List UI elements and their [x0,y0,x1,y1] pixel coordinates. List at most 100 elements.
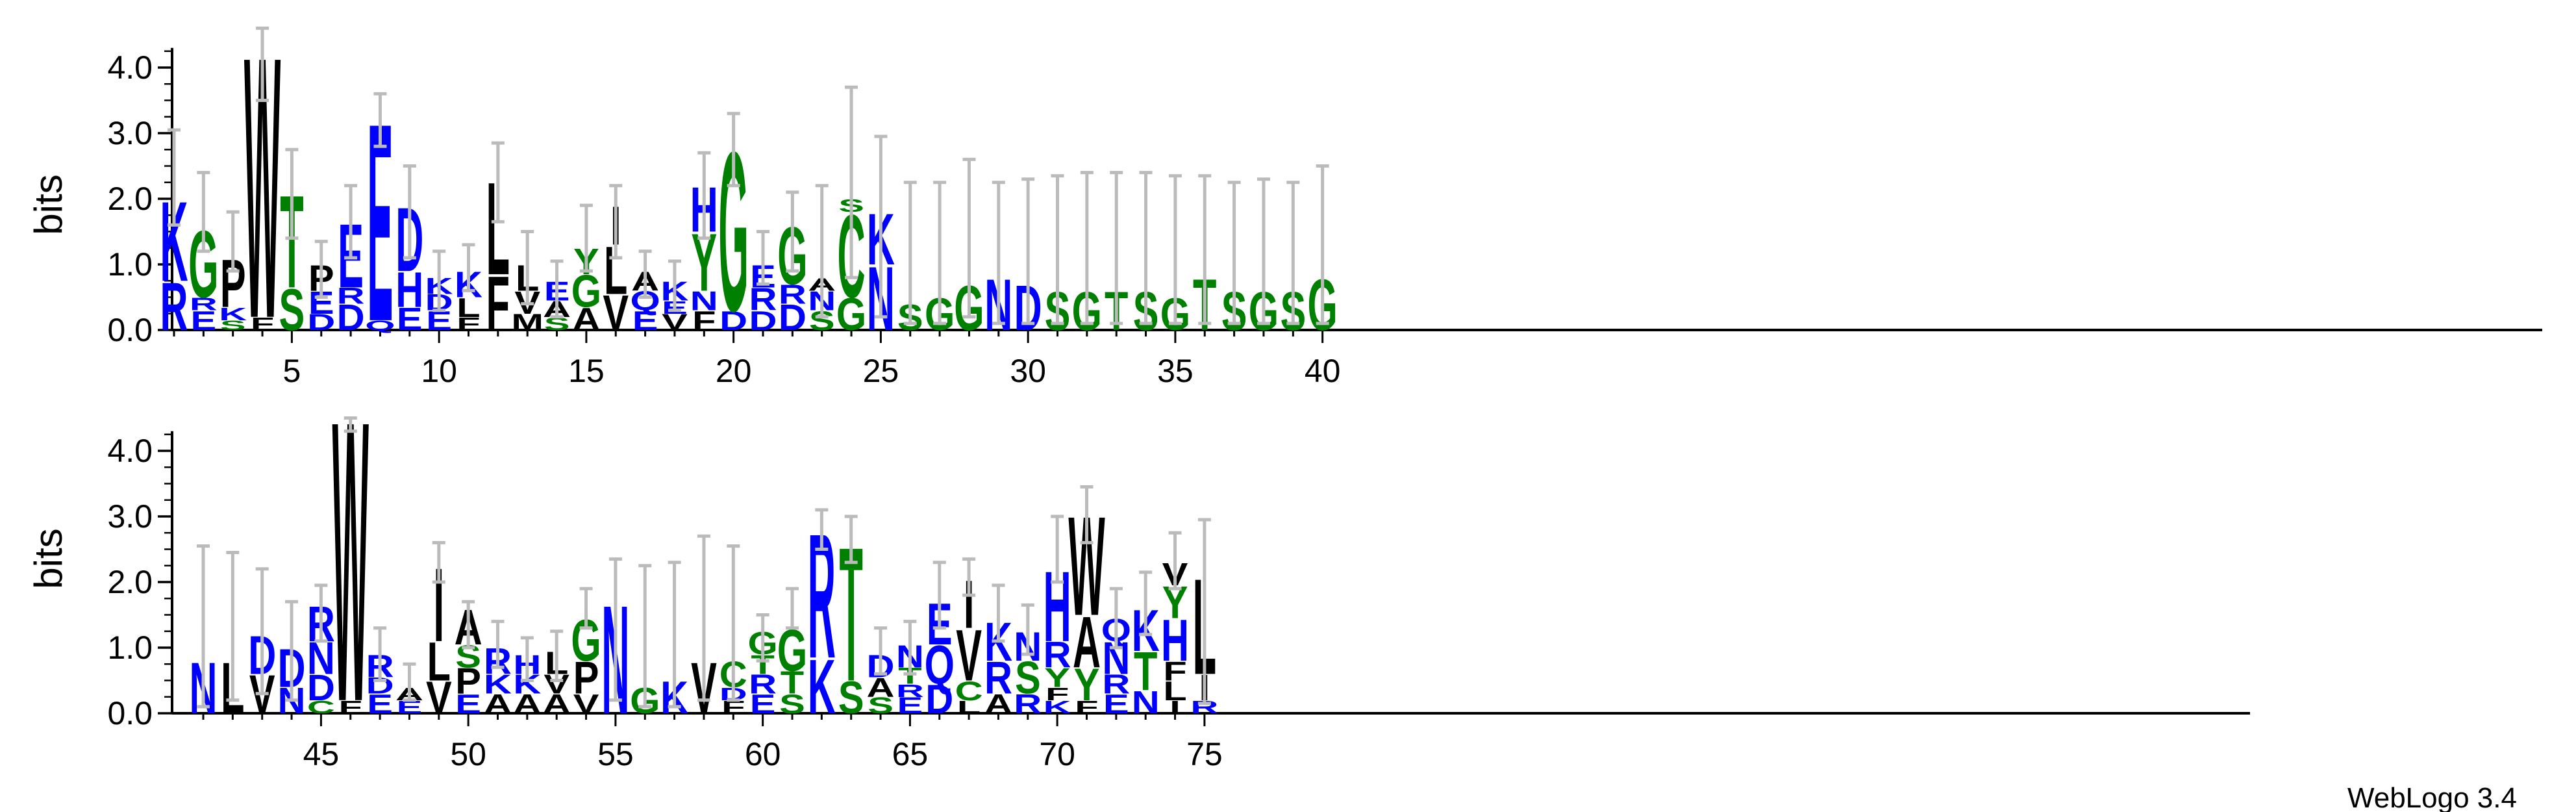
logo-letter-h: H [1161,608,1189,674]
logo-letter-e: E [750,689,776,719]
logo-letter-a: A [572,301,600,337]
logo-letter-d: D [925,676,953,722]
logo-letter-v: V [426,672,452,723]
logo-letter-r: R [1014,689,1042,719]
logo-letter-f: F [1163,655,1186,686]
logo-letter-v: V [573,689,599,719]
logo-letter-e: E [1103,689,1129,719]
logo-letter-r: R [896,680,924,700]
logo-letter-w: W [332,337,369,785]
logo-letter-r: R [1044,635,1071,676]
logo-letter-s: S [779,689,805,719]
y-axis-title-top: bits [27,174,70,235]
logo-letter-i: I [434,546,445,663]
logo-letter-g: G [836,288,866,340]
logo-letter-f: F [339,697,362,717]
logo-letter-r: R [749,282,777,318]
logo-letter-q: Q [925,635,955,696]
logo-letter-g: G [571,266,601,317]
logo-letter-d: D [337,298,365,338]
x-tick-label: 70 [1039,736,1075,772]
logo-letter-v: V [603,285,629,341]
logo-panel-bottom: 0.01.02.03.04.045505560657075NLVDNDCDNRF… [107,337,2250,785]
logo-letter-v: V [956,616,982,697]
logo-letter-a: A [513,689,541,719]
x-tick-label: 35 [1157,353,1194,389]
y-tick-label: 0.0 [107,695,153,731]
logo-letter-a: A [867,672,895,702]
y-tick-label: 1.0 [107,246,153,283]
logo-letter-k: K [219,304,247,324]
logo-letter-n: N [690,285,718,316]
logo-letter-r: R [1102,668,1130,699]
x-tick-label: 65 [892,736,929,772]
y-tick-label: 0.0 [107,312,153,348]
logo-letter-d: D [749,305,777,336]
logo-letter-d: D [719,305,747,336]
logo-letter-f: F [486,260,510,346]
logo-letter-a: A [543,689,571,719]
logo-letter-s: S [220,318,246,333]
logo-letter-r: R [160,269,188,345]
y-axis-title-bottom: bits [27,528,70,589]
logo-letter-f: F [251,314,274,334]
logo-letter-v: V [662,310,688,335]
logo-letter-q: Q [365,318,395,333]
x-tick-label: 5 [282,353,301,389]
logo-letter-s: S [1015,652,1041,704]
logo-letter-p: P [455,661,481,702]
x-tick-label: 10 [421,353,457,389]
x-tick-label: 25 [863,353,899,389]
x-tick-label: 15 [568,353,605,389]
weblogo-credit: WebLogo 3.4 [2347,782,2517,812]
logo-letter-h: H [395,262,423,318]
y-tick-label: 1.0 [107,629,153,666]
logo-letter-f: F [692,305,716,336]
logo-letter-e: E [455,689,481,719]
logo-letter-a: A [984,689,1012,719]
logo-letter-s: S [838,672,864,723]
y-tick-label: 4.0 [107,49,153,86]
logo-letter-c: C [955,675,983,705]
logo-letter-c: C [307,697,335,717]
x-tick-label: 55 [597,736,634,772]
logo-letter-m: M [511,310,544,335]
logo-letter-e: E [632,305,658,336]
logo-letter-e: E [367,689,393,719]
logo-letter-d: D [307,310,335,335]
logo-letter-k: K [1044,697,1071,717]
x-tick-label: 75 [1186,736,1223,772]
logo-letter-i: I [964,567,975,643]
y-tick-label: 2.0 [107,181,153,217]
logo-letter-l: L [456,292,480,322]
y-tick-label: 3.0 [107,498,153,535]
logo-letter-f: F [1045,683,1069,704]
y-tick-label: 4.0 [107,433,153,469]
logo-letter-l: L [1163,675,1186,705]
logo-letter-y: Y [1044,662,1070,692]
logo-letter-d: D [307,668,335,708]
logo-letter-i: I [1169,697,1181,717]
logo-letter-r: R [984,652,1012,704]
x-tick-label: 30 [1010,353,1046,389]
logo-letter-f: F [456,314,480,334]
logo-letter-p: P [573,652,599,704]
logo-letter-y: Y [1074,659,1100,710]
logo-letter-r: R [190,294,218,314]
logo-letter-s: S [279,277,305,343]
logo-panel-top: 0.01.02.03.04.05 10 15 20 25 30 35 40RKERGSKPFW… [107,0,2542,396]
logo-letter-t: T [781,665,804,701]
logo-letter-k: K [808,643,836,730]
y-tick-label: 2.0 [107,564,153,600]
x-tick-label: 40 [1305,353,1341,389]
logo-letter-r: R [337,284,365,309]
x-tick-label: 45 [303,736,340,772]
x-tick-label: 50 [450,736,486,772]
logo-letter-s: S [868,693,894,718]
logo-letter-k: K [484,668,512,699]
logo-letter-n: N [1132,685,1160,720]
logo-letter-a: A [484,689,512,719]
x-tick-label: 60 [745,736,781,772]
y-tick-label: 3.0 [107,115,153,151]
